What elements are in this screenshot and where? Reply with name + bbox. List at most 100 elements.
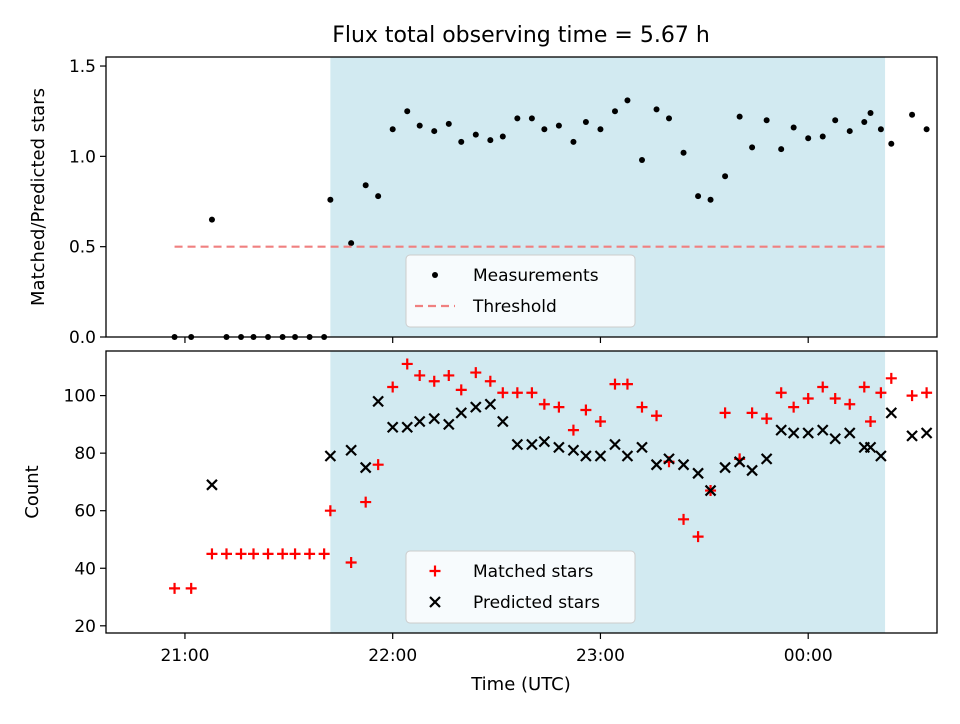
predicted-star-point <box>677 458 690 471</box>
matched-star-point <box>360 496 372 508</box>
matched-star-point <box>775 387 787 399</box>
measurement-point <box>416 122 423 129</box>
legend-dot-swatch <box>432 272 438 278</box>
legend-x-swatch <box>429 596 441 608</box>
predicted-star-point <box>443 418 455 431</box>
matched-star-point <box>289 548 301 560</box>
measurement-point <box>778 146 785 153</box>
ytick-label: 80 <box>74 444 96 464</box>
predicted-star-point <box>538 435 551 448</box>
bottom-plot-frame <box>105 350 938 634</box>
matched-star-point <box>185 582 197 594</box>
xtick-label: 23:00 <box>576 646 625 666</box>
predicted-star-point <box>511 438 524 451</box>
ytick-label: 0.0 <box>69 328 96 348</box>
xtick-label: 00:00 <box>784 646 833 666</box>
predicted-star-point <box>746 464 758 477</box>
predicted-star-point <box>920 427 933 439</box>
legend-label: Threshold <box>472 297 557 317</box>
matched-star-point <box>470 367 482 379</box>
measurement-point <box>923 126 930 133</box>
measurement-point <box>208 216 215 223</box>
predicted-star-point <box>609 438 621 451</box>
top-panel: 0.0 0.5 1.0 1.5 Matched/Predicted stars Mea… <box>28 56 938 348</box>
matched-star-point <box>858 381 870 393</box>
measurement-point <box>541 126 548 133</box>
legend-label: Measurements <box>473 266 599 286</box>
matched-star-point <box>553 401 565 413</box>
chart-title: Flux total observing time = 5.67 h <box>332 23 710 48</box>
predicted-star-point <box>733 456 746 468</box>
matched-star-point <box>414 369 426 381</box>
matched-star-point <box>387 381 399 393</box>
predicted-star-point <box>345 444 357 457</box>
matched-star-point <box>885 372 897 384</box>
matched-star-point <box>511 387 523 399</box>
measurement-point <box>666 115 673 122</box>
matched-star-point <box>761 413 773 425</box>
measurement-point <box>375 193 382 200</box>
matched-star-point <box>526 387 538 399</box>
matched-star-point <box>692 531 704 543</box>
predicted-star-point <box>553 441 565 454</box>
top-legend: Measurements Threshold <box>405 254 636 328</box>
measurement-point <box>570 138 577 145</box>
measurement-point <box>624 97 631 104</box>
measurement-point <box>707 196 714 203</box>
predicted-star-point <box>206 479 218 491</box>
measurement-point <box>528 115 535 122</box>
matched-star-point <box>345 557 357 568</box>
predicted-star-point <box>650 458 663 471</box>
measurement-point <box>499 133 506 140</box>
ytick-label: 60 <box>74 502 96 522</box>
matched-star-point <box>651 410 663 422</box>
measurement-point <box>514 115 521 122</box>
ytick-label: 1.5 <box>69 57 96 77</box>
measurement-point <box>695 193 702 200</box>
bottom-legend: Matched stars Predicted stars <box>405 550 636 624</box>
measurement-point <box>909 111 916 118</box>
predicted-star-point <box>719 461 731 474</box>
ytick-label: 100 <box>64 387 96 407</box>
predicted-star-point <box>324 450 337 462</box>
predicted-star-point <box>663 453 675 465</box>
matched-star-point <box>169 582 181 594</box>
matched-star-point <box>719 407 731 419</box>
measurement-point <box>638 156 645 163</box>
measurement-point <box>763 117 770 124</box>
ytick-label: 0.5 <box>69 238 96 258</box>
matched-star-point <box>802 392 814 404</box>
predicted-star-point <box>704 484 717 497</box>
measurement-point <box>362 182 369 189</box>
matched-star-point <box>621 378 633 390</box>
predicted-star-point <box>864 441 877 454</box>
predicted-star-point <box>484 398 497 411</box>
predicted-star-point <box>906 430 918 442</box>
matched-star-point <box>844 398 856 410</box>
measurement-point <box>832 117 839 124</box>
predicted-star-point <box>829 432 841 445</box>
legend-label: Matched stars <box>473 562 593 582</box>
measurement-point <box>819 133 826 140</box>
legend-box <box>405 254 636 328</box>
bottom-panel: 20 40 60 80 100 21:00 22:00 23:00 00:00 Count Ti… <box>22 350 938 695</box>
matched-star-point <box>324 505 336 517</box>
predicted-star-point <box>875 450 887 462</box>
predicted-star-point <box>401 421 414 434</box>
predicted-star-point <box>359 461 372 474</box>
measurement-point <box>597 126 604 133</box>
measurement-point <box>445 120 452 127</box>
matched-star-point <box>538 398 550 410</box>
measurement-point <box>877 126 884 133</box>
matched-star-point <box>921 387 933 399</box>
measurement-point <box>888 140 895 147</box>
predicted-star-point <box>760 453 773 465</box>
matched-star-point <box>318 548 330 560</box>
matched-star-point <box>594 416 606 427</box>
measurement-point <box>749 144 756 151</box>
matched-star-point <box>567 424 579 436</box>
matched-star-point <box>580 404 592 416</box>
matched-star-point <box>455 384 467 396</box>
